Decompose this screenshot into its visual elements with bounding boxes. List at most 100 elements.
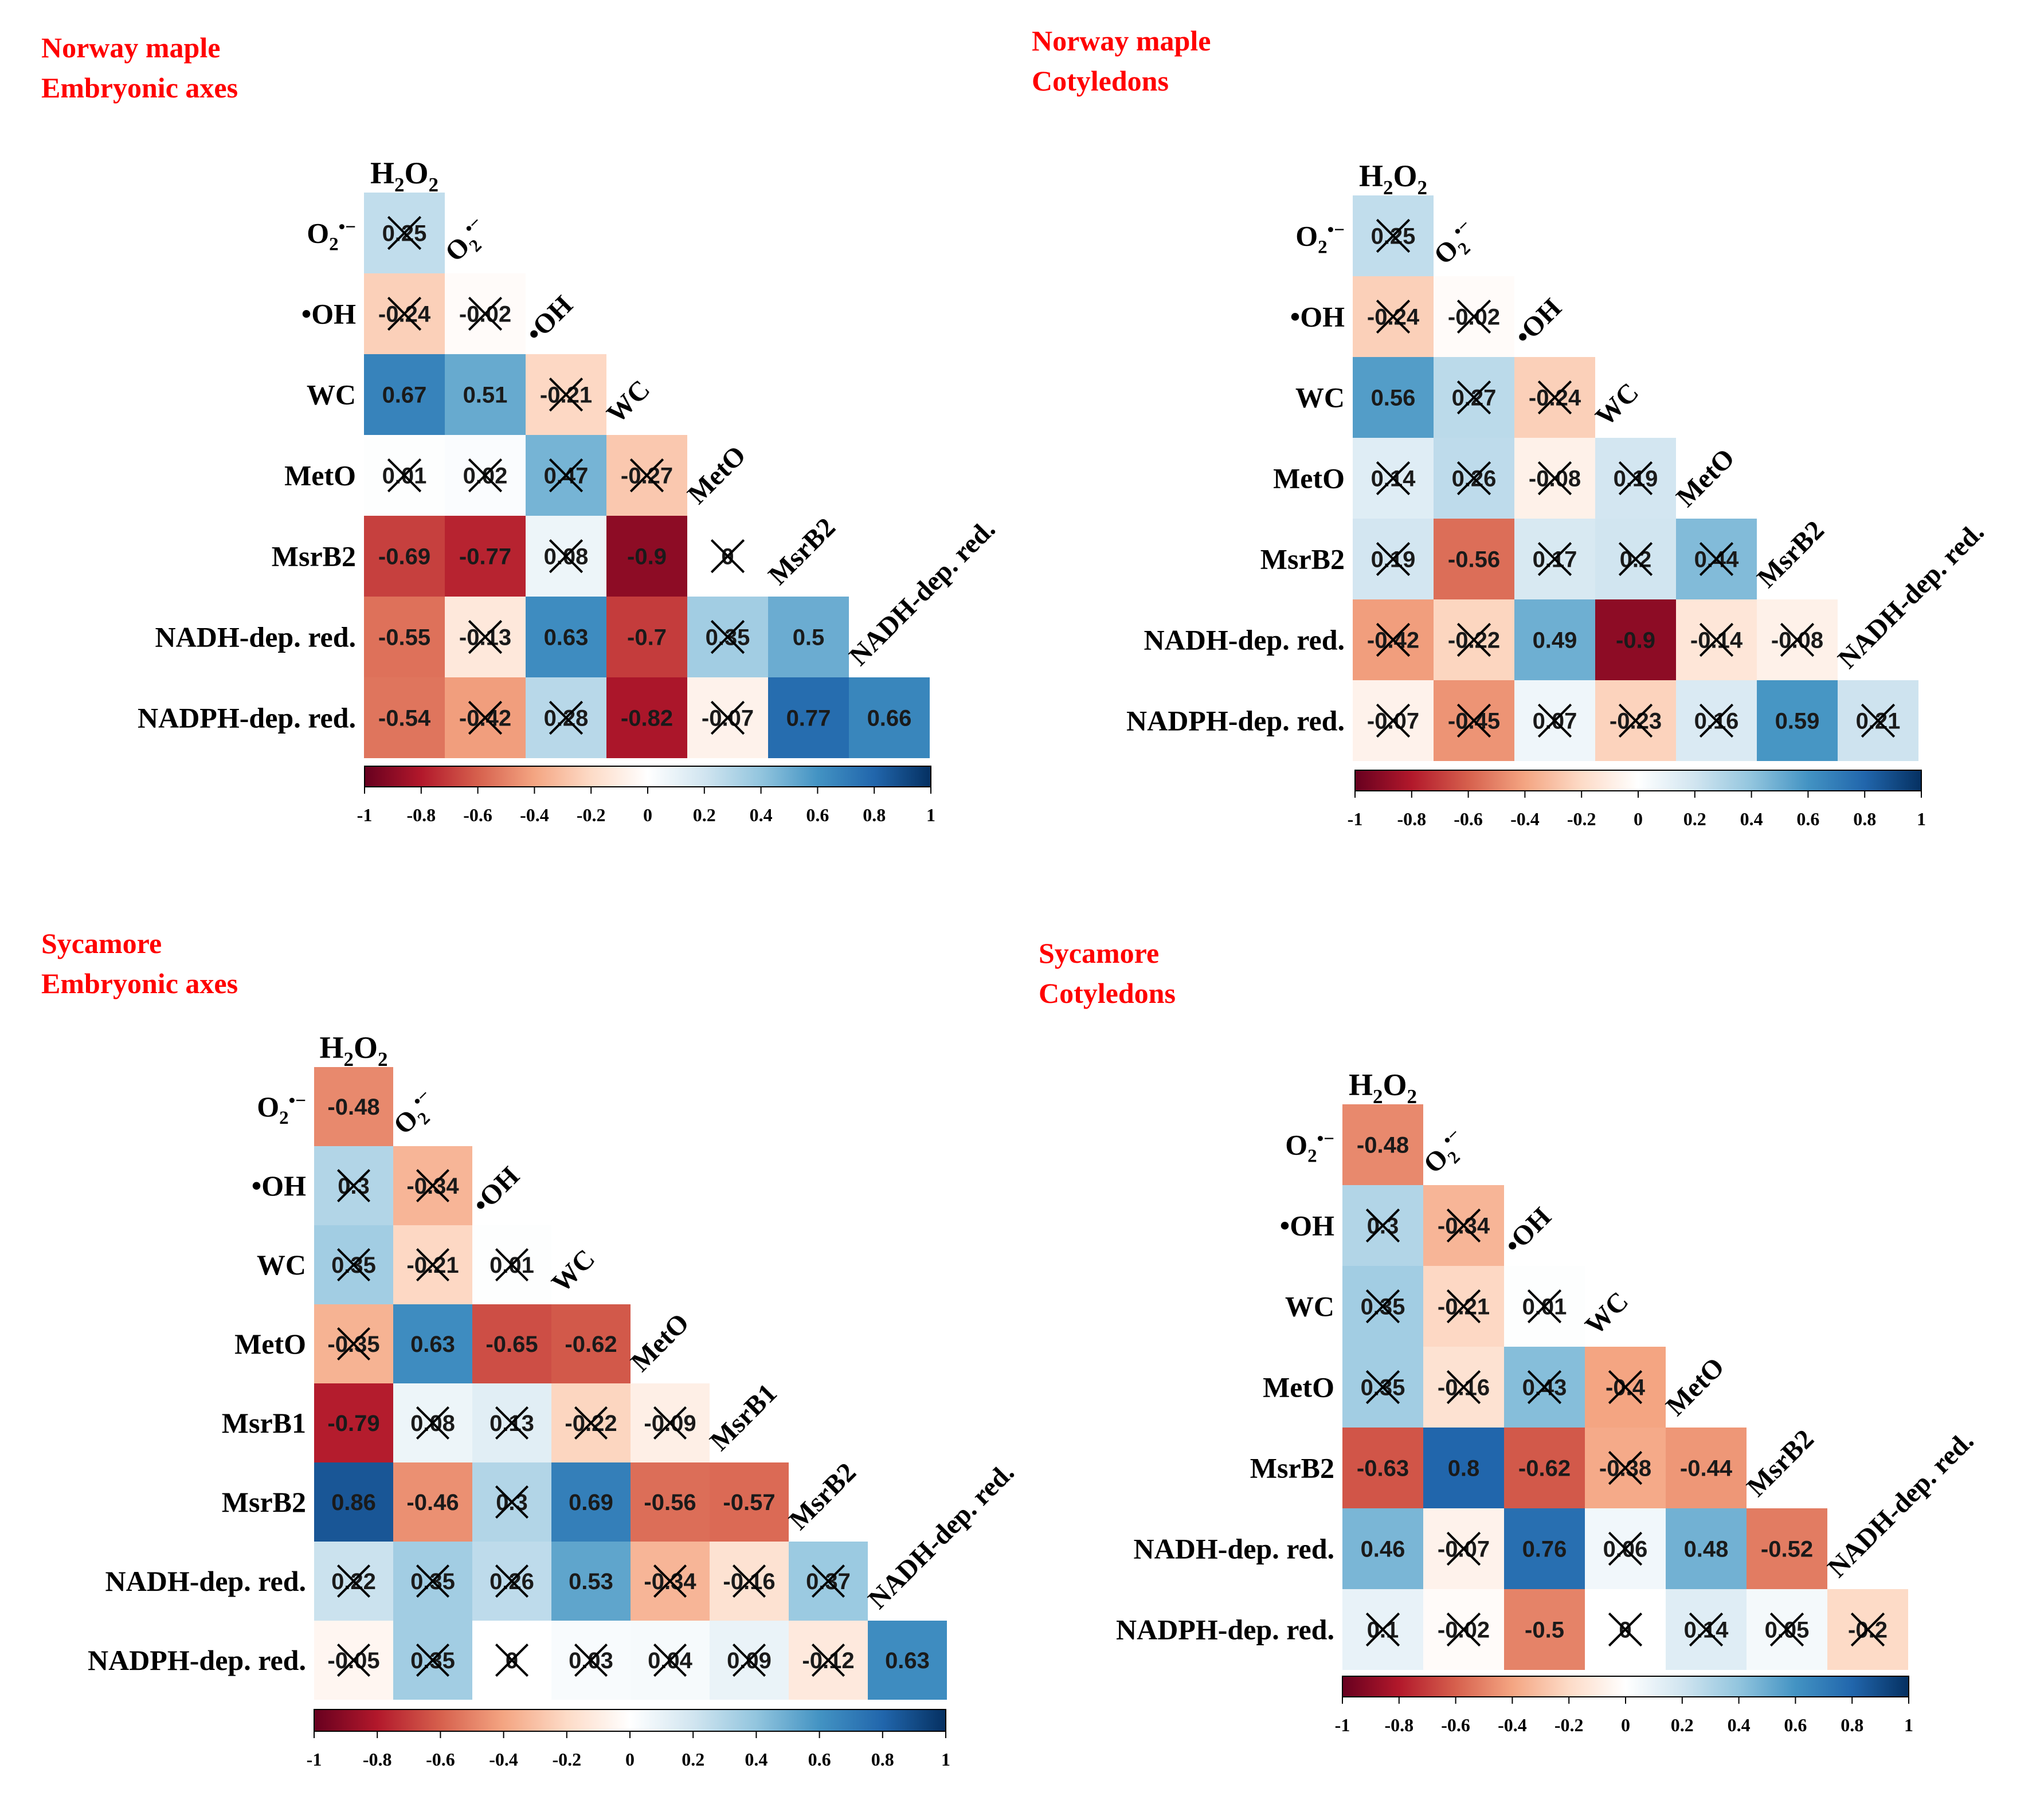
heatmap-cell (1353, 357, 1434, 438)
row-label: NADPH-dep. red. (1126, 705, 1345, 737)
heatmap-cell (1666, 1428, 1747, 1508)
nonsignificant-cross (387, 215, 422, 250)
heatmap-cell (1666, 1508, 1747, 1589)
column-label: WC (546, 1244, 601, 1299)
heatmap-cell (364, 354, 445, 435)
row-label: MsrB2 (1260, 543, 1345, 575)
nonsignificant-cross (495, 1485, 529, 1519)
heatmap-cell (606, 677, 687, 758)
colorbar-tick-label: 0.8 (871, 1749, 894, 1770)
cell-value-label: -0.56 (644, 1490, 696, 1515)
nonsignificant-cross (1376, 622, 1411, 657)
heatmap-cell (1423, 1428, 1504, 1508)
column-label: WC (601, 374, 656, 429)
nonsignificant-cross (468, 619, 503, 654)
colorbar-tick-label: 1 (926, 805, 935, 825)
cell-value-label: 0.48 (1684, 1537, 1729, 1562)
colorbar-tick-label: -0.6 (1441, 1715, 1470, 1735)
row-label: MetO (284, 460, 356, 492)
cell-value-label: -0.9 (627, 544, 667, 570)
colorbar-tick-label: -0.2 (552, 1749, 581, 1770)
cell-value-label: -0.7 (627, 625, 667, 650)
nonsignificant-cross (416, 1406, 450, 1440)
nonsignificant-cross (710, 700, 745, 735)
colorbar-tick-label: 0.8 (1853, 809, 1876, 829)
column-label: WC (1579, 1286, 1634, 1341)
heatmap-cell (1514, 599, 1595, 680)
colorbar-tick-label: -0.4 (1510, 809, 1540, 829)
nonsignificant-cross (336, 1643, 371, 1677)
nonsignificant-cross (1446, 1370, 1481, 1405)
column-label: NADH-dep. red. (1822, 1425, 1979, 1583)
column-label: MsrB2 (783, 1457, 862, 1535)
colorbar-tick-label: -0.4 (520, 805, 549, 825)
column-label: MetO (1670, 442, 1740, 512)
nonsignificant-cross (1850, 1612, 1885, 1647)
colorbar-tick-label: -1 (357, 805, 373, 825)
cell-value-label: 0.63 (410, 1332, 455, 1357)
colorbar (314, 1709, 946, 1732)
nonsignificant-cross (1376, 299, 1411, 334)
nonsignificant-cross (1699, 542, 1734, 577)
nonsignificant-cross (1376, 461, 1411, 496)
row-label: WC (307, 379, 356, 411)
row-label: O2•− (1285, 1129, 1334, 1167)
cell-value-label: 0.63 (544, 625, 589, 650)
cell-value-label: -0.9 (1616, 628, 1655, 653)
nonsignificant-cross (574, 1643, 608, 1677)
nonsignificant-cross (416, 1643, 450, 1677)
heatmap-cell (314, 1067, 393, 1146)
colorbar-tick-label: 0.8 (1841, 1715, 1863, 1735)
column-label: H2O2 (370, 156, 438, 196)
nonsignificant-cross (495, 1248, 529, 1282)
colorbar (1354, 770, 1922, 791)
cell-value-label: 0.67 (382, 383, 427, 408)
colorbar-tick-label: 0 (1634, 809, 1643, 829)
colorbar-tick-label: 0.6 (1784, 1715, 1807, 1735)
nonsignificant-cross (1537, 542, 1572, 577)
nonsignificant-cross (495, 1564, 529, 1598)
colorbar-tick-label: -0.2 (577, 805, 606, 825)
colorbar-tick-label: -0.8 (1397, 809, 1426, 829)
panel-title-line1: Sycamore (41, 927, 162, 959)
panel-title-line2: Embryonic axes (41, 967, 238, 999)
heatmap-panel-4: SycamoreCotyledons-0.480.3-0.340.35-0.21… (1039, 937, 1980, 1735)
cell-value-label: 0.63 (885, 1648, 930, 1673)
nonsignificant-cross (1456, 461, 1491, 496)
cell-value-label: 0.69 (569, 1490, 613, 1515)
nonsignificant-cross (1456, 703, 1491, 738)
column-label: O2•− (438, 212, 497, 271)
row-label: NADH-dep. red. (105, 1565, 306, 1597)
panel-title-line1: Norway maple (41, 32, 220, 64)
heatmap-cell (849, 677, 930, 758)
nonsignificant-cross (732, 1564, 766, 1598)
cell-value-label: 0.51 (463, 383, 508, 408)
colorbar-tick-label: 0 (1621, 1715, 1630, 1735)
heatmap-cell (1595, 599, 1676, 680)
panel-title-line2: Cotyledons (1032, 65, 1169, 97)
heatmap-cell (364, 677, 445, 758)
row-label: NADPH-dep. red. (88, 1644, 306, 1676)
row-label: NADH-dep. red. (1134, 1533, 1334, 1565)
cell-value-label: 0.56 (1371, 386, 1416, 411)
heatmap-cell (1504, 1508, 1585, 1589)
nonsignificant-cross (468, 296, 503, 331)
colorbar-tick-label: 0.2 (1683, 809, 1706, 829)
cell-value-label: 0.59 (1775, 709, 1820, 734)
nonsignificant-cross (1608, 1370, 1643, 1405)
column-label: WC (1589, 377, 1644, 432)
colorbar-tick-label: 0.4 (745, 1749, 768, 1770)
cell-value-label: -0.62 (1518, 1456, 1571, 1481)
nonsignificant-cross (811, 1643, 845, 1677)
cell-value-label: -0.55 (378, 625, 430, 650)
column-label: MsrB2 (762, 512, 841, 590)
heatmap-cell (606, 597, 687, 677)
heatmap-cell (314, 1383, 393, 1462)
colorbar-tick-label: 1 (1904, 1715, 1913, 1735)
row-label: MsrB1 (222, 1407, 306, 1439)
cell-value-label: -0.65 (485, 1332, 538, 1357)
nonsignificant-cross (416, 1168, 450, 1203)
column-label: MsrB2 (1751, 515, 1830, 593)
nonsignificant-cross (336, 1327, 371, 1361)
